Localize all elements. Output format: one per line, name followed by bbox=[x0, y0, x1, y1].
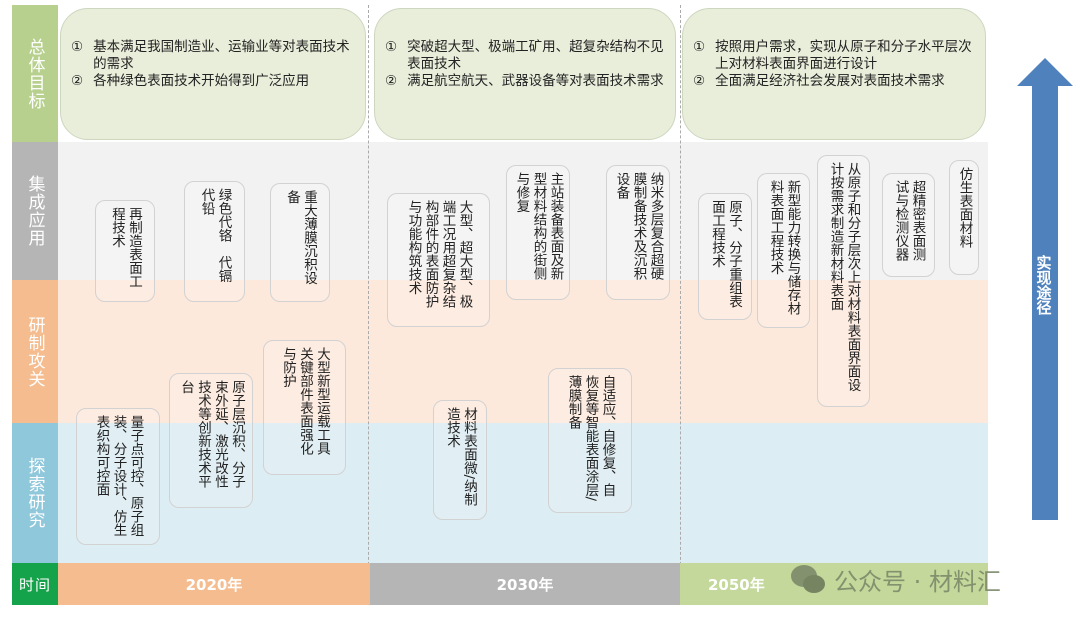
band-explore bbox=[58, 423, 988, 563]
arrow-label: 实现途径 bbox=[1034, 255, 1053, 315]
goal-text: 按照用户需求，实现从原子和分子水平层次上对材料表面界面进行设计 bbox=[715, 39, 972, 72]
tech-box: 原子层沉积、分子束外延、激光改性技术等创新技术平台 bbox=[169, 373, 253, 508]
timeline-2050: 2050年 bbox=[680, 563, 988, 605]
goal-text: 各种绿色表面技术开始得到广泛应用 bbox=[93, 73, 310, 89]
row-label-research: 研制攻关 bbox=[12, 280, 58, 423]
tech-box: 主站装备表面及新型材料结构的街侧与修复 bbox=[506, 165, 570, 300]
goal-num: ① bbox=[385, 39, 398, 55]
timeline-2020: 2020年 bbox=[58, 563, 370, 605]
tech-box: 纳米多层复合超硬膜制备技术及沉积设备 bbox=[606, 165, 670, 300]
tech-box: 重大薄膜沉积设备 bbox=[270, 183, 330, 302]
goal-text: 全面满足经济社会发展对表面技术需求 bbox=[715, 73, 945, 89]
tech-box: 新型能力转换与储存材料表面工程技术 bbox=[757, 173, 810, 328]
tech-box: 材料表面微/纳制造技术 bbox=[433, 400, 487, 520]
tech-box: 绿色代铬 代镉 代铅 bbox=[184, 181, 245, 302]
up-arrow-icon bbox=[1017, 58, 1073, 520]
goal-num: ② bbox=[385, 73, 398, 89]
wechat-icon bbox=[791, 564, 825, 593]
timeline-2030: 2030年 bbox=[370, 563, 680, 605]
goal-text: 满足航空航天、武器设备等对表面技术需求 bbox=[407, 73, 664, 89]
watermark: 公众号 · 材料汇 bbox=[790, 562, 1001, 597]
goal-num: ② bbox=[693, 73, 706, 89]
divider-2030 bbox=[368, 5, 369, 605]
goal-num: ① bbox=[693, 39, 706, 55]
row-label-integration: 集成应用 bbox=[12, 142, 58, 280]
row-label-goal: 总体目标 bbox=[12, 5, 58, 142]
tech-box: 量子点可控、原子组装、分子设计、仿生表织构可控面 bbox=[76, 408, 160, 545]
band-research bbox=[58, 280, 988, 423]
divider-2050 bbox=[680, 5, 681, 605]
tech-box: 仿生表面材料 bbox=[949, 160, 979, 275]
goal-num: ② bbox=[71, 73, 84, 89]
tech-box: 从原子和分子层次上对材料表面界面设计按需求制造新材料表面 bbox=[817, 155, 870, 407]
goal-2030: ① 突破超大型、极端工矿用、超复杂结构不见表面技术 ② 满足航空航天、武器设备等对表… bbox=[374, 8, 676, 140]
row-label-explore: 探索研究 bbox=[12, 423, 58, 563]
goal-2050: ① 按照用户需求，实现从原子和分子水平层次上对材料表面界面进行设计 ② 全面满足经济… bbox=[682, 8, 986, 140]
watermark-text: 公众号 · 材料汇 bbox=[834, 568, 1001, 596]
goal-2020: ① 基本满足我国制造业、运输业等对表面技术的需求 ② 各种绿色表面技术开始得到广泛应… bbox=[60, 8, 366, 140]
goal-text: 突破超大型、极端工矿用、超复杂结构不见表面技术 bbox=[407, 39, 664, 72]
row-label-time: 时间 bbox=[12, 563, 58, 605]
tech-box: 大型、超大型、极端工况用超复杂结构部件的表面防护与功能构筑技术 bbox=[387, 193, 490, 327]
tech-box: 原子、分子重组表面工程技术 bbox=[698, 193, 752, 320]
goal-num: ① bbox=[71, 39, 84, 55]
goal-text: 基本满足我国制造业、运输业等对表面技术的需求 bbox=[93, 39, 350, 72]
tech-box: 再制造表面工程技术 bbox=[95, 200, 155, 302]
tech-box: 大型新型运载工具关键部件表面强化与防护 bbox=[263, 340, 346, 475]
tech-box: 自适应、自修复、自恢复等智能表面涂层/薄膜制备 bbox=[548, 368, 632, 513]
tech-box: 超精密表面测试与检测仪器 bbox=[882, 173, 935, 277]
